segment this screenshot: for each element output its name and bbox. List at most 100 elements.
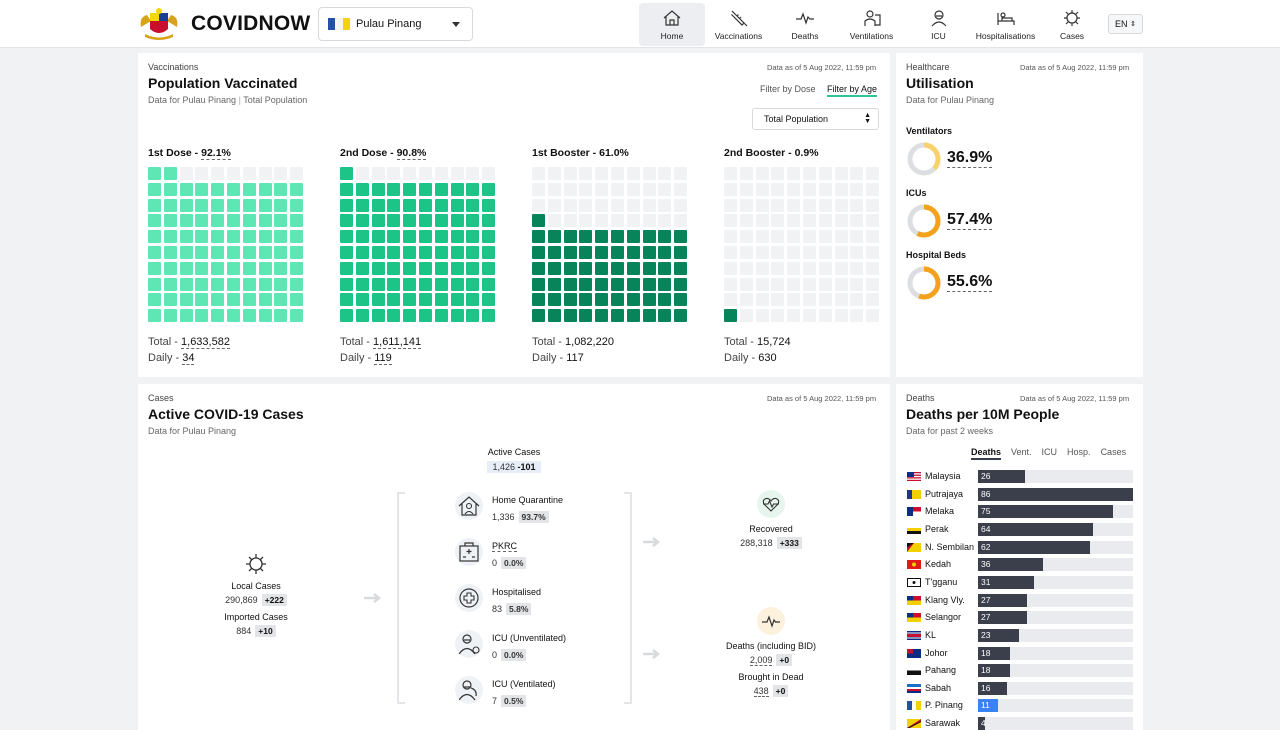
utilisation-label: Hospital Beds [906, 250, 967, 260]
waffle-cell [163, 261, 177, 275]
waffle-cell [148, 309, 161, 323]
waffle-cell [674, 167, 688, 180]
waffle-cell [340, 167, 353, 180]
waffle-cell [674, 230, 688, 244]
dose-heading: 1st Booster - 61.0% [532, 143, 692, 161]
case-subcategory: Hospitalised 83 5.8% [455, 584, 615, 624]
up-down-icon: ⇕ [1130, 21, 1136, 28]
waffle-cell [179, 293, 193, 307]
waffle-cell [195, 167, 209, 180]
metric-tab[interactable]: Cases [1100, 447, 1127, 457]
metric-tab[interactable]: ICU [1041, 447, 1058, 457]
total-label: Total - [532, 336, 566, 348]
utilisation-value: 55.6% [947, 273, 993, 292]
waffle-cell [818, 167, 832, 180]
waffle-cell [755, 309, 769, 323]
bar-track: 4 [978, 717, 1133, 730]
language-selector[interactable]: EN ⇕ [1108, 14, 1143, 34]
waffle-cell [563, 261, 577, 275]
bar-track: 16 [978, 681, 1133, 695]
filter-by-dose-tab[interactable]: Filter by Dose [760, 84, 816, 94]
waffle-cell [818, 277, 832, 291]
waffle-cell [482, 261, 496, 275]
state-selector[interactable]: Pulau Pinang [318, 7, 473, 41]
local-cases-label: Local Cases [231, 581, 281, 591]
nav-icu[interactable]: ICU [905, 3, 972, 46]
waffle-cell [418, 245, 432, 259]
waffle-cell [802, 167, 816, 180]
deaths-metric-tabs: Deaths Vent. ICU Hosp. Cases [971, 447, 1126, 460]
waffle-cell [674, 182, 688, 196]
waffle-cell [226, 293, 240, 307]
nav-home[interactable]: Home [639, 3, 705, 46]
subcategory-percent: 5.8% [506, 603, 532, 615]
waffle-cell [179, 309, 193, 323]
total-value: 15,724 [757, 336, 791, 348]
metric-tab[interactable]: Hosp. [1067, 447, 1091, 457]
state-flag-icon [907, 683, 921, 693]
state-flag-icon [907, 560, 921, 570]
waffle-cell [771, 198, 785, 212]
waffle-cell [148, 198, 161, 212]
metric-tab[interactable]: Vent. [1011, 447, 1032, 457]
nav-hospitalisations[interactable]: Hospitalisations [972, 3, 1039, 46]
waffle-cell [610, 261, 624, 275]
bar-value: 75 [981, 506, 991, 517]
state-name: Johor [925, 647, 948, 658]
state-name: KL [925, 629, 937, 640]
nav-cases[interactable]: Cases [1039, 3, 1105, 46]
total-value: 1,633,582 [181, 336, 230, 349]
metric-tab[interactable]: Deaths [971, 447, 1002, 460]
nav-vaccinations[interactable]: Vaccinations [705, 3, 772, 46]
waffle-cell [403, 245, 417, 259]
waffle-cell [610, 245, 624, 259]
dose-percent: 61.0% [599, 147, 629, 159]
waffle-cell [532, 182, 545, 196]
waffle-cell [274, 230, 288, 244]
nav-label: Deaths [791, 31, 819, 41]
brand-title[interactable]: COVIDNOW [191, 12, 311, 35]
subcategory-value: 0 [492, 650, 498, 660]
deaths-bar-row: Selangor 27 [907, 611, 1133, 625]
state-name: N. Sembilan [925, 541, 975, 552]
nav-deaths[interactable]: Deaths [772, 3, 838, 46]
dose-label: 1st Booster - [532, 147, 600, 159]
data-as-of: Data as of 5 Aug 2022, 11:59 pm [1020, 394, 1130, 403]
waffle-cell [211, 309, 225, 323]
state-name: Klang Vly. [925, 594, 965, 605]
waffle-cell [387, 230, 401, 244]
waffle-cell [211, 230, 225, 244]
icu-patient-icon [455, 630, 483, 658]
waffle-cell [195, 198, 209, 212]
deaths-summary: Deaths (including BID) 2,009 +0 Brought i… [706, 607, 836, 697]
dose-total: Total - 1,633,582 [148, 336, 230, 349]
filter-by-age-tab[interactable]: Filter by Age [827, 84, 878, 97]
waffle-cell [610, 309, 624, 323]
subcategory-label: Home Quarantine [492, 495, 564, 505]
waffle-cell [755, 277, 769, 291]
waffle-cell [610, 230, 624, 244]
waffle-cell [163, 230, 177, 244]
waffle-cell [466, 214, 480, 228]
waffle-cell [179, 198, 193, 212]
waffle-cell [195, 309, 209, 323]
subtitle-population: Total Population [243, 95, 308, 105]
waffle-cell [482, 182, 496, 196]
nav-ventilations[interactable]: Ventilations [838, 3, 905, 46]
waffle-cell [163, 198, 177, 212]
waffle-cell [626, 214, 640, 228]
waffle-cell [724, 277, 737, 291]
daily-label: Daily - [340, 352, 375, 364]
state-name: P. Pinang [925, 700, 963, 711]
waffle-cell [866, 277, 880, 291]
waffle-cell [242, 230, 256, 244]
deaths-bar-row: Sabah 16 [907, 681, 1133, 695]
population-select[interactable]: Total Population ▲ ▼ [752, 108, 879, 130]
bar-track: 36 [978, 558, 1133, 572]
waffle-cell [466, 198, 480, 212]
waffle-cell [242, 261, 256, 275]
daily-label: Daily - [724, 352, 759, 364]
bar-fill [978, 593, 1027, 607]
waffle-cell [290, 261, 304, 275]
waffle-cell [547, 277, 561, 291]
